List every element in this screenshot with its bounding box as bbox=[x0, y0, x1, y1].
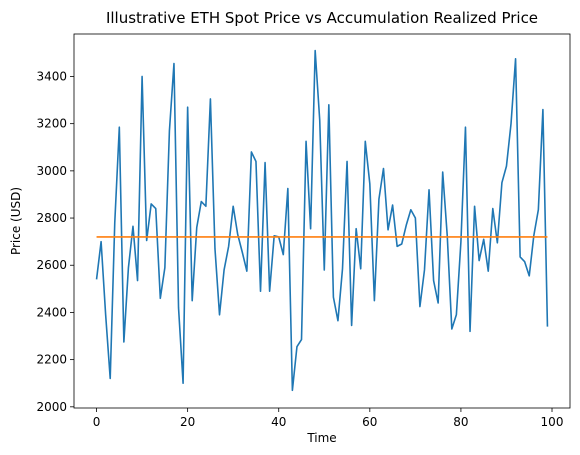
x-tick-label: 20 bbox=[180, 415, 195, 429]
x-tick-label: 0 bbox=[93, 415, 101, 429]
y-tick-label: 2200 bbox=[36, 353, 67, 367]
y-tick-label: 3200 bbox=[36, 117, 67, 131]
x-tick-label: 100 bbox=[541, 415, 564, 429]
y-axis-label: Price (USD) bbox=[9, 187, 23, 255]
plot-frame bbox=[73, 33, 571, 409]
series-layer bbox=[95, 49, 549, 392]
x-tick-label: 60 bbox=[362, 415, 377, 429]
y-tick-label: 3400 bbox=[36, 69, 67, 83]
y-tick-label: 3000 bbox=[36, 164, 67, 178]
y-tick-label: 2800 bbox=[36, 211, 67, 225]
chart-title: Illustrative ETH Spot Price vs Accumulat… bbox=[106, 9, 538, 27]
y-tick-label: 2400 bbox=[36, 305, 67, 319]
ticks-layer: 0 20 40 60 80 100 2000 2200 2400 2600 2800 3000 3200… bbox=[36, 69, 563, 429]
spot-price-line bbox=[95, 49, 549, 392]
x-tick-label: 80 bbox=[453, 415, 468, 429]
x-tick-label: 40 bbox=[271, 415, 286, 429]
y-tick-label: 2600 bbox=[36, 258, 67, 272]
x-axis-label: Time bbox=[306, 431, 336, 445]
y-tick-label: 2000 bbox=[36, 400, 67, 414]
